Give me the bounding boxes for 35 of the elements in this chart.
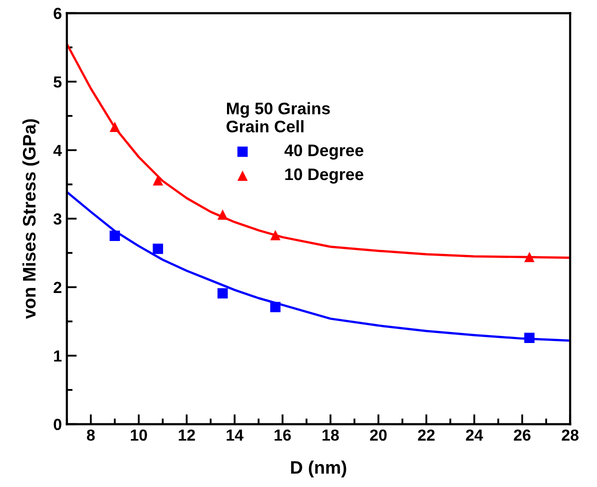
x-tick-label: 12 xyxy=(178,429,195,441)
x-tick-label: 26 xyxy=(514,429,531,441)
x-tick-label: 22 xyxy=(418,429,435,441)
y-tick-label: 1 xyxy=(54,350,62,362)
x-tick-label: 24 xyxy=(466,429,484,441)
x-tick-label: 8 xyxy=(86,429,95,441)
point xyxy=(152,175,164,186)
x-tick-label: 18 xyxy=(322,429,339,441)
point xyxy=(217,288,228,298)
point xyxy=(152,244,164,254)
x-tick-label: 28 xyxy=(562,429,579,441)
y-axis-title: von Mises Stress (GPa) xyxy=(22,119,40,319)
y-tick-label: 0 xyxy=(54,418,62,430)
point xyxy=(524,332,535,344)
x-tick-label: 14 xyxy=(226,430,244,441)
legend-label: 10 Degree xyxy=(285,168,364,184)
line-series xyxy=(66,190,570,342)
x-tick-label: 10 xyxy=(130,429,147,441)
point xyxy=(270,230,281,240)
x-tick-label: 16 xyxy=(274,429,291,441)
y-tick-label: 6 xyxy=(54,8,62,20)
x-axis-title: D (nm) xyxy=(291,460,346,478)
y-tick-label: 5 xyxy=(54,76,62,88)
point xyxy=(270,302,281,312)
x-tick-label: 20 xyxy=(370,429,387,441)
y-tick-label: 3 xyxy=(53,213,62,225)
legend-title: Mg 50 Grains Grain Cell xyxy=(226,102,330,132)
legend-label: 40 Degree xyxy=(284,144,364,160)
point xyxy=(217,209,228,220)
point xyxy=(110,230,120,241)
y-tick-label: 4 xyxy=(53,144,62,156)
point xyxy=(524,252,535,262)
line-series xyxy=(66,42,570,259)
y-tick-label: 2 xyxy=(54,282,62,293)
point xyxy=(110,122,120,132)
